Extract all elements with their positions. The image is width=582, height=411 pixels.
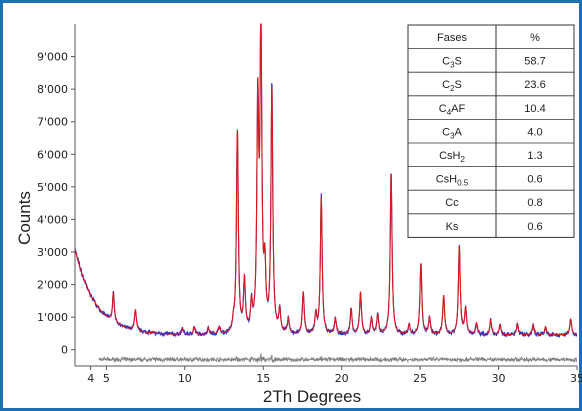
phase-text: C xyxy=(442,56,450,68)
y-tick-label: 8'000 xyxy=(37,83,68,96)
x-axis: 4 5 10 15 20 25 30 35 xyxy=(75,365,582,385)
table-phase-name: C3A xyxy=(442,126,462,140)
phase-text: AF xyxy=(451,103,465,115)
phase-text: Ks xyxy=(446,221,459,233)
phase-text: Cc xyxy=(445,197,459,209)
table-phase-percent: 10.4 xyxy=(524,103,545,115)
table-phase-name: C4AF xyxy=(439,103,466,117)
series-layer xyxy=(74,23,578,364)
y-tick-label: 2'000 xyxy=(37,279,68,292)
x-tick-label: 25 xyxy=(413,372,427,385)
x-tick-label: 10 xyxy=(178,372,192,385)
table-phase-name: Cc xyxy=(445,197,459,209)
phase-text: S xyxy=(455,56,462,68)
phase-subscript: 4 xyxy=(447,108,452,117)
phase-subscript: 3 xyxy=(450,131,455,140)
y-tick-label: 1'000 xyxy=(37,311,68,324)
table-phase-percent: 0.8 xyxy=(527,197,542,209)
x-tick-label: 35 xyxy=(570,372,582,385)
phase-text: A xyxy=(455,126,463,138)
table-phase-name: C2S xyxy=(442,79,462,93)
y-tick-label: 5'000 xyxy=(37,181,68,194)
table-phase-percent: 0.6 xyxy=(527,221,542,233)
calculated-series xyxy=(74,23,578,336)
table-header-percent: % xyxy=(530,32,540,44)
table-phase-percent: 58.7 xyxy=(524,56,545,68)
phase-subscript: 0.5 xyxy=(457,179,469,188)
table-phase-name: CsH0.5 xyxy=(436,174,469,188)
x-axis-title: 2Th Degrees xyxy=(263,387,361,406)
y-tick-label: 3'000 xyxy=(37,246,68,259)
y-axis: 0 1'000 2'000 3'000 4'000 5'000 6'000 7'000 8'00… xyxy=(37,24,76,366)
y-axis-title: Counts xyxy=(15,191,34,245)
y-tick-label: 7'000 xyxy=(37,116,68,129)
x-tick-label: 5 xyxy=(103,372,110,385)
y-tick-label: 0 xyxy=(61,344,68,357)
x-tick-label: 30 xyxy=(492,372,506,385)
table-phase-percent: 4.0 xyxy=(527,126,542,138)
table-phase-percent: 0.6 xyxy=(527,174,542,186)
phase-text: S xyxy=(455,79,462,91)
phase-subscript: 3 xyxy=(450,61,455,70)
phase-subscript: 2 xyxy=(460,155,465,164)
phase-text: C xyxy=(442,126,450,138)
table-phase-name: Ks xyxy=(446,221,459,233)
phase-text: C xyxy=(439,103,447,115)
phase-text: CsH xyxy=(439,150,460,162)
table-phase-percent: 23.6 xyxy=(524,79,545,91)
x-tick-label: 20 xyxy=(335,372,349,385)
x-tick-label: 4 xyxy=(87,372,94,385)
y-tick-label: 6'000 xyxy=(37,148,68,161)
y-tick-label: 9'000 xyxy=(37,51,68,64)
table-phase-name: CsH2 xyxy=(439,150,465,164)
table-border xyxy=(407,24,575,238)
table-header-phase: Fases xyxy=(437,32,467,44)
difference-series xyxy=(98,353,578,364)
table-phase-name: C3S xyxy=(442,56,462,70)
x-tick-label: 15 xyxy=(256,372,270,385)
table-phase-percent: 1.3 xyxy=(527,150,542,162)
phase-text: CsH xyxy=(436,174,457,186)
phase-text: C xyxy=(442,79,450,91)
phase-subscript: 2 xyxy=(450,84,455,93)
y-tick-label: 4'000 xyxy=(37,213,68,226)
